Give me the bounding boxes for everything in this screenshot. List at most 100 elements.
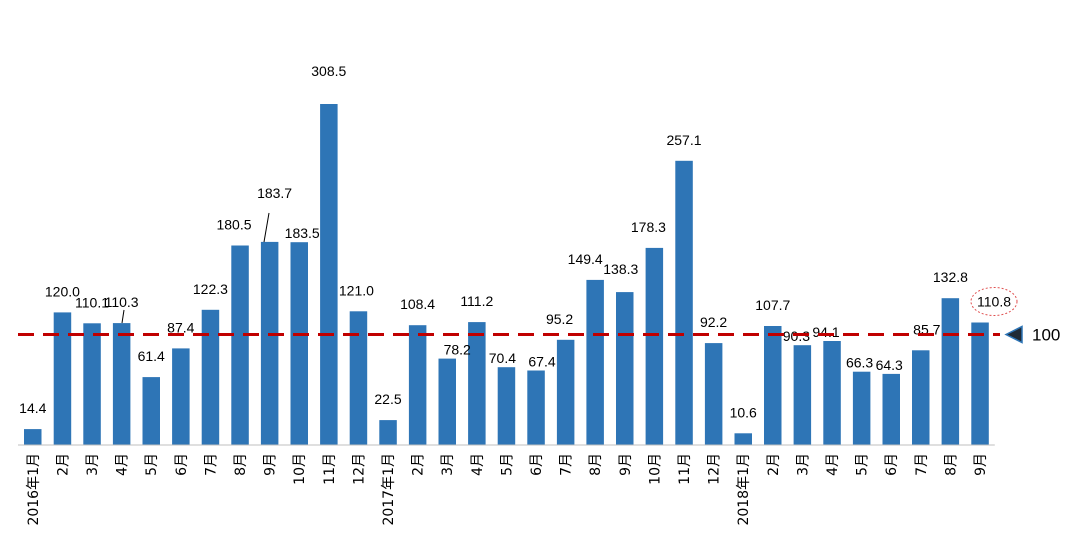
value-label-26: 107.7: [755, 297, 790, 313]
value-label-7: 122.3: [193, 281, 228, 297]
bar-30: [882, 373, 900, 445]
x-tick-label-21: 9月: [618, 453, 634, 476]
value-label-14: 108.4: [400, 296, 435, 312]
value-label-2: 120.0: [45, 283, 80, 299]
x-tick-label-25: 2018年1月: [736, 453, 752, 526]
bar-1: [24, 429, 42, 445]
x-tick-label-30: 6月: [884, 453, 900, 476]
bar-24: [704, 343, 723, 445]
x-tick-label-27: 3月: [795, 453, 811, 476]
value-label-24: 92.2: [700, 314, 727, 330]
x-tick-label-32: 8月: [943, 453, 959, 476]
value-label-28: 94.1: [812, 324, 839, 340]
bar-12: [349, 311, 368, 445]
bar-19: [556, 339, 575, 445]
value-label-25: 10.6: [730, 404, 757, 420]
x-tick-label-4: 4月: [115, 453, 131, 476]
bar-13: [379, 420, 397, 445]
x-tick-label-5: 5月: [144, 453, 160, 476]
x-tick-labels-group: 2016年1月 2月 3月 4月 5月 6月 7月 8月 9月 10月 11月 12月 2017年1月 2…: [26, 453, 989, 526]
bar-3: [83, 323, 101, 445]
bar-9: [260, 241, 279, 445]
value-label-3: 110.1: [75, 294, 109, 310]
x-tick-label-7: 7月: [203, 453, 219, 476]
bar-25: [734, 433, 752, 445]
bar-23: [675, 160, 693, 446]
value-label-8: 180.5: [216, 217, 251, 233]
bar-26: [764, 326, 782, 445]
value-label-5: 61.4: [138, 348, 165, 364]
bar-33: [971, 322, 989, 445]
x-tick-label-26: 2月: [766, 453, 782, 476]
value-label-12: 121.0: [339, 282, 374, 298]
highlight-circle: [970, 287, 1018, 316]
x-tick-label-3: 3月: [85, 453, 101, 476]
bar-22: [645, 247, 664, 445]
value-label-29: 66.3: [846, 355, 873, 371]
x-tick-label-17: 5月: [499, 453, 515, 476]
bar-16: [468, 322, 486, 445]
x-tick-label-20: 8月: [588, 453, 604, 476]
bar-27: [793, 345, 812, 445]
value-label-13: 22.5: [374, 391, 401, 407]
bar-7: [201, 309, 220, 445]
x-tick-label-8: 8月: [233, 453, 249, 476]
bar-20: [586, 279, 604, 445]
x-tick-label-18: 6月: [529, 453, 545, 476]
value-label-17: 70.4: [489, 350, 516, 366]
bar-18: [527, 370, 545, 445]
bar-5: [142, 377, 160, 445]
leader-line-1: [121, 309, 125, 324]
bar-32: [941, 298, 960, 445]
value-label-11: 308.5: [311, 63, 346, 79]
bar-17: [497, 367, 516, 445]
value-label-6: 87.4: [167, 319, 194, 335]
bar-6: [172, 348, 190, 445]
value-label-4: 110.3: [105, 294, 139, 310]
bar-29: [852, 371, 871, 445]
value-label-10: 183.5: [285, 225, 320, 241]
bar-14: [408, 325, 427, 445]
bars-group: [24, 104, 989, 446]
bar-21: [616, 292, 634, 445]
x-tick-label-29: 5月: [855, 453, 871, 476]
x-tick-label-2: 2月: [55, 453, 71, 476]
x-tick-label-24: 12月: [707, 453, 723, 485]
bar-11: [320, 104, 338, 445]
bar-8: [231, 245, 249, 445]
value-label-18: 67.4: [528, 354, 555, 370]
x-tick-label-33: 9月: [973, 453, 989, 476]
x-tick-label-9: 9月: [263, 453, 279, 476]
value-label-33: 110.8: [977, 294, 1011, 310]
x-tick-label-12: 12月: [351, 453, 367, 485]
x-tick-label-16: 4月: [470, 453, 486, 476]
value-label-23: 257.1: [666, 132, 701, 148]
value-label-9: 183.7: [257, 185, 292, 201]
x-tick-label-13: 2017年1月: [381, 453, 397, 526]
value-label-16: 111.2: [460, 293, 493, 309]
x-tick-label-14: 2月: [411, 453, 427, 476]
value-label-21: 138.3: [603, 261, 638, 277]
reference-marker-icon: [1004, 325, 1023, 344]
value-label-15: 78.2: [444, 342, 471, 358]
x-tick-label-6: 6月: [174, 453, 190, 476]
value-label-30: 64.3: [876, 357, 903, 373]
x-tick-label-23: 11月: [677, 453, 693, 485]
value-label-22: 178.3: [631, 219, 666, 235]
x-tick-label-22: 10月: [647, 453, 663, 485]
reference-line-label: 100: [1032, 326, 1060, 345]
x-tick-label-31: 7月: [914, 453, 930, 476]
value-label-32: 132.8: [933, 269, 968, 285]
value-label-19: 95.2: [546, 311, 573, 327]
value-label-1: 14.4: [19, 400, 46, 416]
x-tick-label-19: 7月: [559, 453, 575, 476]
leader-line-2: [263, 212, 270, 243]
value-label-20: 149.4: [568, 251, 603, 267]
x-tick-label-28: 4月: [825, 453, 841, 476]
x-tick-label-15: 3月: [440, 453, 456, 476]
bar-15: [438, 358, 456, 445]
x-tick-label-1: 2016年1月: [26, 453, 42, 526]
value-label-27: 90.3: [783, 328, 810, 344]
